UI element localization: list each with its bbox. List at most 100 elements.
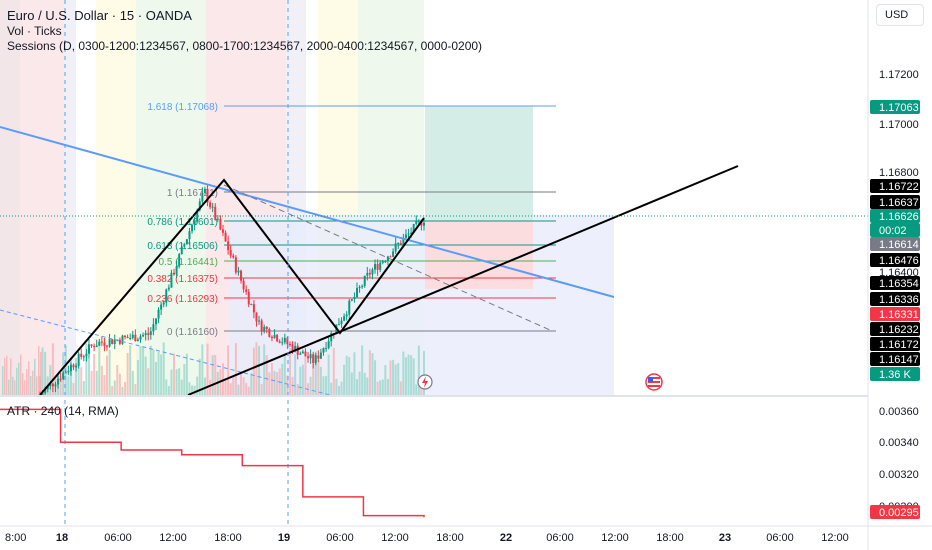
symbol-title[interactable]: Euro / U.S. Dollar · 15 · OANDA: [7, 8, 192, 23]
volume-bar: [309, 376, 312, 395]
target-zone[interactable]: [425, 106, 533, 221]
time-tick-label: 12:00: [381, 532, 409, 544]
volume-bar: [149, 345, 152, 395]
volume-bar: [90, 370, 93, 395]
volume-bar: [330, 382, 333, 395]
candle-body: [278, 341, 281, 343]
volume-bar: [191, 385, 194, 395]
candle-body: [260, 320, 263, 332]
candle-body: [167, 287, 170, 290]
volume-bar: [397, 363, 400, 395]
volume-bar: [100, 365, 103, 395]
volume-bar: [301, 364, 304, 395]
atr-badge: [870, 505, 920, 519]
candle-body: [423, 222, 425, 226]
volume-bar: [87, 358, 90, 395]
volume-bar: [85, 343, 88, 395]
price-badge: [870, 337, 920, 351]
descending-trendline[interactable]: [0, 126, 615, 298]
volume-bar: [374, 360, 377, 395]
price-badge-text: 00:02: [879, 225, 907, 237]
candle-body: [87, 344, 90, 354]
volume-bar: [206, 343, 209, 395]
us-flag-icon[interactable]: [645, 373, 663, 391]
pattern-path[interactable]: [39, 178, 425, 396]
time-tick-label: 18: [56, 532, 68, 544]
candle-body: [62, 372, 65, 380]
fib-level-label: 0.382 (1.16375): [147, 274, 218, 285]
fib-retracement[interactable]: 1.618 (1.17068) 1 (1.16721) 0.786 (1.16601…: [147, 102, 556, 338]
volume-bar: [170, 369, 173, 395]
atr-line: [0, 408, 425, 518]
volume-bar: [173, 353, 176, 395]
volume-bar: [80, 367, 83, 395]
time-tick-label: 06:00: [326, 532, 354, 544]
price-badge: [870, 100, 920, 114]
time-tick-label: 22: [500, 532, 512, 544]
candle-body: [412, 223, 415, 233]
candle-body: [46, 386, 49, 390]
candle-body: [147, 333, 150, 335]
currency-button[interactable]: USD: [876, 4, 924, 26]
volume-bar: [348, 357, 351, 395]
candle-body: [345, 314, 348, 317]
candle-body: [72, 364, 75, 368]
volume-bar: [384, 365, 387, 395]
time-axis[interactable]: 8:00 18 06:00 12:00 18:00 19 06:00 12:00 18:00 22…: [5, 532, 849, 544]
volume-bar: [345, 355, 348, 395]
lightning-icon[interactable]: [417, 374, 433, 390]
candle-body: [384, 261, 387, 263]
volume-bar: [157, 351, 160, 395]
volume-bar: [232, 376, 235, 395]
volume-bar: [392, 359, 395, 395]
candle-body: [136, 339, 139, 342]
volume-bar: [340, 381, 343, 395]
volume-bar: [188, 382, 191, 395]
candle-body: [149, 331, 152, 335]
price-badge: [870, 276, 920, 290]
candle-body: [258, 320, 261, 322]
volume-bar: [376, 381, 379, 395]
candle-body: [394, 243, 397, 252]
time-tick-label: 8:00: [5, 532, 26, 544]
stop-zone[interactable]: [425, 221, 533, 289]
ascending-trendline[interactable]: [187, 165, 739, 396]
price-badge-text: 1.16354: [879, 278, 919, 290]
volume-bar: [335, 378, 338, 395]
volume-bar: [363, 372, 366, 395]
sessions-legend[interactable]: Sessions (D, 0300-1200:1234567, 0800-170…: [7, 39, 483, 53]
volume-bar: [36, 376, 38, 395]
price-badge: [870, 292, 920, 306]
volume-bar: [72, 382, 75, 395]
volume-bar: [221, 363, 224, 395]
dashed-channel-line[interactable]: [0, 309, 331, 396]
candle-body: [294, 345, 297, 352]
price-badge: [870, 367, 920, 381]
volume-bar: [180, 379, 183, 395]
candle-body: [69, 364, 72, 372]
price-badge-text: 1.36 K: [879, 369, 911, 381]
volume-bar: [201, 344, 204, 395]
volume-bar: [82, 381, 85, 395]
price-badge-text: 1.16331: [879, 309, 919, 321]
candle-body: [139, 336, 142, 340]
volume-legend[interactable]: Vol · Ticks: [7, 24, 62, 38]
candle-body: [379, 262, 382, 270]
candle-body: [201, 193, 204, 202]
volume-bar: [118, 373, 121, 395]
volume-bar: [167, 386, 170, 395]
candle-body: [340, 320, 343, 325]
candle-body: [299, 353, 302, 355]
candle-body: [327, 341, 330, 348]
candle-body: [314, 355, 317, 363]
volume-bar: [14, 380, 16, 395]
candle-body: [51, 383, 54, 387]
candle-body: [273, 334, 276, 339]
candle-body: [410, 232, 413, 234]
atr-legend[interactable]: ATR · 240 (14, RMA): [7, 404, 119, 418]
volume-bar: [2, 366, 4, 395]
candle-body: [49, 383, 52, 387]
price-badge: [870, 209, 920, 223]
